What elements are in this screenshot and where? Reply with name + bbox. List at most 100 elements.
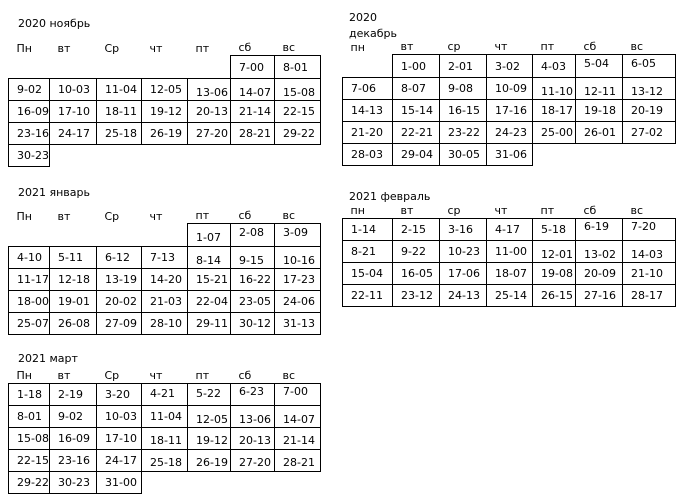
week-row: 25-07 26-08 27-09 28-10 29-11 30-12 31-13 — [8, 312, 321, 335]
calendar-cell: 23-05 — [230, 290, 275, 313]
calendar-month-december-2020: 2020 декабрь пн вт ср чт пт сб вс 1-00 2-01 3-02 4… — [342, 10, 676, 166]
weekday-header: вт — [400, 40, 414, 53]
calendar-cell: 6-12 — [96, 246, 142, 269]
calendar-empty-cell — [97, 56, 142, 79]
calendar-cell: 27-16 — [575, 284, 623, 307]
calendar-cell: 14-07 — [274, 405, 321, 428]
calendar-cell: 26-01 — [575, 121, 623, 144]
calendar-cell: 4-21 — [141, 383, 188, 406]
calendar-cell: 20-09 — [575, 262, 623, 285]
weekday-header: сб — [238, 369, 252, 382]
weekday-header: вт — [57, 41, 71, 55]
calendar-cell: 30-23 — [8, 144, 50, 167]
calendar-cell: 17-16 — [486, 99, 533, 122]
calendar-empty-cell — [275, 145, 321, 167]
calendar-cell: 18-11 — [141, 427, 188, 450]
week-row: 4-10 5-11 6-12 7-13 8-14 9-15 10-16 — [8, 246, 321, 269]
calendar-cell: 1-18 — [8, 383, 50, 406]
calendar-cell: 18-00 — [8, 290, 50, 313]
calendar-empty-cell — [142, 472, 188, 494]
calendar-cell: 26-15 — [532, 284, 576, 307]
calendar-cell: 24-17 — [96, 449, 142, 472]
week-row: 22-15 23-16 24-17 25-18 26-19 27-20 28-21 — [8, 449, 321, 472]
weekday-header-row: Пн вт Ср чт пт сб вс — [9, 208, 321, 224]
calendar-empty-cell — [343, 55, 393, 78]
calendar-cell: 22-15 — [8, 449, 50, 472]
calendar-cell: 14-07 — [230, 78, 275, 101]
month-title: 2021 январь — [18, 186, 90, 199]
calendar-cell: 15-08 — [274, 78, 321, 101]
calendar-cell: 1-07 — [187, 223, 231, 247]
calendar-cell: 13-06 — [230, 405, 275, 428]
calendar-cell: 27-02 — [622, 121, 676, 144]
calendar-month-march-2021: 2021 март Пн вт Ср чт пт сб вс 1-18 2-19 3-20 4-21… — [8, 352, 321, 494]
calendar-cell: 3-20 — [96, 383, 142, 406]
calendar-table: пн вт ср чт пт сб вс 1-14 2-15 3-16 4-17 5-18 6-19 7-… — [342, 203, 676, 307]
weekday-header: Пн — [16, 369, 32, 382]
calendar-cell: 19-12 — [141, 100, 188, 123]
calendar-cell: 9-15 — [230, 246, 275, 269]
calendar-table: Пн вт Ср чт пт сб вс 7-00 8-01 9-02 10-03 11-04 12-0… — [8, 40, 321, 167]
weekday-header: ср — [447, 40, 461, 53]
calendar-cell: 2-19 — [49, 383, 97, 406]
calendar-cell: 8-21 — [342, 240, 393, 263]
weekday-header: чт — [494, 40, 508, 53]
month-title: 2021 февраль — [349, 190, 431, 203]
calendar-cell: 4-03 — [532, 54, 576, 78]
calendar-empty-cell — [142, 145, 188, 167]
calendar-cell: 22-04 — [187, 290, 231, 313]
calendar-cell: 27-20 — [187, 122, 231, 145]
calendar-cell: 15-14 — [392, 99, 440, 122]
week-row: 28-03 29-04 30-05 31-06 — [342, 143, 676, 166]
calendar-empty-cell — [9, 56, 50, 79]
week-row: 22-11 23-12 24-13 25-14 26-15 27-16 28-17 — [342, 284, 676, 307]
calendar-cell: 21-14 — [230, 100, 275, 123]
calendar-cell: 4-10 — [8, 246, 50, 269]
calendar-cell: 9-08 — [439, 77, 487, 100]
calendar-cell: 17-10 — [49, 100, 97, 123]
calendar-cell: 6-23 — [230, 383, 275, 406]
calendar-cell: 14-13 — [342, 99, 393, 122]
calendar-cell: 24-06 — [274, 290, 321, 313]
calendar-cell: 19-18 — [575, 99, 623, 122]
calendar-cell: 13-12 — [622, 77, 676, 100]
calendar-cell: 10-09 — [486, 77, 533, 100]
calendar-cell: 30-23 — [49, 471, 97, 494]
calendar-cell: 12-05 — [187, 405, 231, 428]
weekday-header: вс — [282, 209, 296, 222]
weekday-header: ср — [447, 204, 461, 217]
calendar-cell: 5-22 — [187, 383, 231, 406]
calendar-cell: 6-05 — [622, 54, 676, 78]
calendar-empty-cell — [275, 472, 321, 494]
calendar-cell: 2-08 — [230, 223, 275, 247]
weekday-header: пт — [195, 41, 210, 55]
calendar-table: пн вт ср чт пт сб вс 1-00 2-01 3-02 4-03 5-04 6-05 7-… — [342, 39, 676, 166]
calendar-cell: 28-21 — [230, 122, 275, 145]
week-row: 8-01 9-02 10-03 11-04 12-05 13-06 14-07 — [8, 405, 321, 428]
week-row: 1-18 2-19 3-20 4-21 5-22 6-23 7-00 — [8, 383, 321, 406]
calendar-cell: 26-19 — [187, 449, 231, 472]
calendar-cell: 25-07 — [8, 312, 50, 335]
calendar-cell: 7-06 — [342, 77, 393, 100]
calendar-cell: 26-08 — [49, 312, 97, 335]
calendar-cell: 29-11 — [187, 312, 231, 335]
calendar-cell: 8-01 — [8, 405, 50, 428]
weekday-header: пт — [540, 40, 555, 53]
weekday-header: пт — [540, 204, 555, 217]
weekday-header-row: Пн вт Ср чт пт сб вс — [9, 40, 321, 56]
weekday-header-row: пн вт ср чт пт сб вс — [343, 39, 676, 55]
calendar-cell: 21-20 — [342, 121, 393, 144]
calendar-cell: 25-18 — [96, 122, 142, 145]
calendar-cell: 19-01 — [49, 290, 97, 313]
calendar-cell: 16-05 — [392, 262, 440, 285]
weekday-header-row: пн вт ср чт пт сб вс — [343, 203, 676, 219]
calendar-month-february-2021: 2021 февраль пн вт ср чт пт сб вс 1-14 2-15 3-16 4… — [342, 190, 676, 307]
calendar-cell: 5-18 — [532, 218, 576, 241]
weekday-header: Ср — [104, 369, 120, 382]
calendar-cell: 29-04 — [392, 143, 440, 166]
week-row: 7-00 8-01 — [9, 55, 321, 79]
calendar-cell: 4-17 — [486, 218, 533, 241]
calendar-cell: 20-19 — [622, 99, 676, 122]
calendar-empty-cell — [50, 145, 97, 167]
weekday-header: чт — [149, 209, 163, 223]
